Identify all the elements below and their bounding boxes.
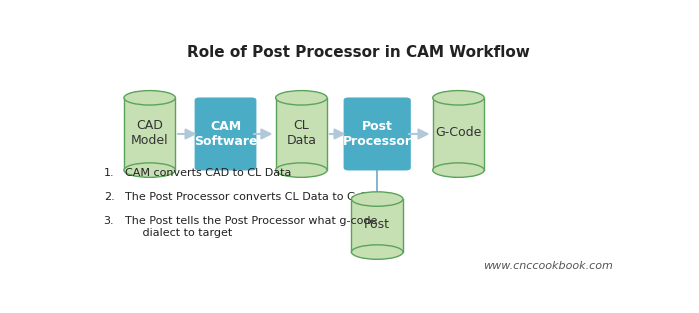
Text: www.cnccookbook.com: www.cnccookbook.com bbox=[483, 261, 613, 271]
Text: 3.: 3. bbox=[103, 216, 114, 226]
Text: 2.: 2. bbox=[103, 192, 115, 202]
Text: CAD
Model: CAD Model bbox=[131, 119, 168, 147]
Text: 1.: 1. bbox=[103, 168, 114, 178]
Ellipse shape bbox=[124, 163, 175, 177]
Text: CAM
Software: CAM Software bbox=[194, 120, 257, 148]
Text: The Post Processor converts CL Data to G-Code: The Post Processor converts CL Data to G… bbox=[125, 192, 389, 202]
Text: CAM converts CAD to CL Data: CAM converts CAD to CL Data bbox=[125, 168, 291, 178]
FancyBboxPatch shape bbox=[124, 98, 175, 170]
Ellipse shape bbox=[275, 90, 327, 105]
Text: Post: Post bbox=[364, 218, 390, 231]
FancyBboxPatch shape bbox=[196, 98, 256, 170]
FancyBboxPatch shape bbox=[352, 199, 403, 252]
Ellipse shape bbox=[352, 192, 403, 206]
Text: The Post tells the Post Processor what g-code
     dialect to target: The Post tells the Post Processor what g… bbox=[125, 216, 377, 238]
Ellipse shape bbox=[433, 163, 484, 177]
Text: CL
Data: CL Data bbox=[287, 119, 317, 147]
FancyBboxPatch shape bbox=[345, 98, 410, 170]
Text: G-Code: G-Code bbox=[435, 126, 482, 139]
Ellipse shape bbox=[275, 163, 327, 177]
Ellipse shape bbox=[352, 245, 403, 259]
Ellipse shape bbox=[124, 90, 175, 105]
FancyBboxPatch shape bbox=[433, 98, 484, 170]
Ellipse shape bbox=[433, 90, 484, 105]
Text: Role of Post Processor in CAM Workflow: Role of Post Processor in CAM Workflow bbox=[187, 45, 530, 60]
FancyBboxPatch shape bbox=[275, 98, 327, 170]
Text: Post
Processor: Post Processor bbox=[343, 120, 412, 148]
